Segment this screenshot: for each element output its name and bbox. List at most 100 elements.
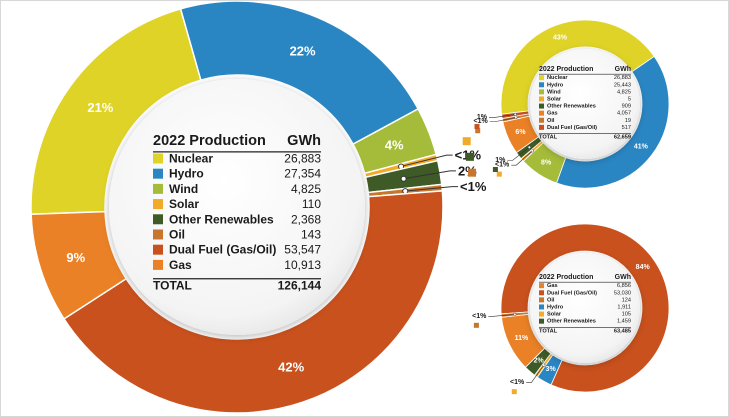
slice-label-dual_fuel: 1% xyxy=(477,114,488,121)
legend-value-gas: 10,913 xyxy=(284,258,321,272)
legend-label-oil: Oil xyxy=(169,227,185,241)
slice-marker-oil xyxy=(468,168,477,177)
legend-total-value: 63,485 xyxy=(614,328,631,334)
legend-value-header: GWh xyxy=(615,66,631,73)
legend-value-dual_fuel: 517 xyxy=(622,125,631,131)
legend-label-other_renewables: Other Renewables xyxy=(547,319,596,325)
slice-dual_fuel xyxy=(62,190,444,414)
leader-line-oil xyxy=(489,117,516,123)
legend-swatch-solar xyxy=(539,311,544,317)
legend-value-header: GWh xyxy=(287,133,321,149)
center-disc xyxy=(530,253,640,363)
slice-dual_fuel xyxy=(500,223,670,393)
leader-dot-other_renewables xyxy=(527,145,531,149)
legend-swatch-oil xyxy=(539,117,544,123)
slice-label-nuclear: 21% xyxy=(87,100,113,115)
leader-line-dual_fuel xyxy=(489,114,516,118)
legend-swatch-gas xyxy=(539,283,544,289)
leader-line-solar xyxy=(526,365,545,383)
legend-total-label: TOTAL xyxy=(539,328,558,334)
slice-label-nuclear: 43% xyxy=(553,35,568,42)
legend-label-nuclear: Nuclear xyxy=(169,151,213,165)
legend-value-solar: 5 xyxy=(628,96,631,102)
legend-label-other_renewables: Other Renewables xyxy=(547,104,596,110)
slice-hydro xyxy=(179,1,420,146)
legend-value-gas: 6,856 xyxy=(617,283,631,289)
slice-marker-solar xyxy=(496,171,502,177)
donut-chart-1: 21%22%4%<1%2%<1%42%9%2022 ProductionGWhN… xyxy=(30,1,487,414)
legend-value-solar: 110 xyxy=(302,197,321,211)
legend-title: 2022 Production xyxy=(539,274,593,281)
slice-label-other_renewables: 2% xyxy=(534,358,545,365)
legend-swatch-dual_fuel xyxy=(539,290,544,296)
legend-label-hydro: Hydro xyxy=(547,304,564,310)
leader-dot-oil xyxy=(513,312,517,316)
legend-total-value: 126,144 xyxy=(278,278,322,292)
legend-swatch-solar xyxy=(153,199,163,210)
legend-value-oil: 124 xyxy=(622,297,631,303)
legend-value-hydro: 25,443 xyxy=(614,82,631,88)
donut-chart-2: 43%41%8%<1%1%6%<1%1%2022 Production GWhNu… xyxy=(474,19,670,189)
legend-value-oil: 143 xyxy=(301,227,321,241)
legend-label-solar: Solar xyxy=(547,312,562,318)
slice-marker-oil xyxy=(473,322,479,328)
legend-label-solar: Solar xyxy=(169,197,199,211)
slice-label-oil: <1% xyxy=(474,118,489,125)
legend-label-gas: Gas xyxy=(547,283,558,289)
legend-value-other_renewables: 1,459 xyxy=(617,319,631,325)
legend-label-gas: Gas xyxy=(169,258,192,272)
legend-label-hydro: Hydro xyxy=(547,82,564,88)
legend-swatch-gas xyxy=(539,110,544,116)
legend-swatch-gas xyxy=(153,259,163,270)
legend-total-label: TOTAL xyxy=(539,134,558,140)
slice-label-gas: 6% xyxy=(515,129,526,136)
legend-value-nuclear: 26,883 xyxy=(614,75,631,81)
legend-swatch-other_renewables xyxy=(539,318,544,324)
legend-value-wind: 4,825 xyxy=(617,89,631,95)
slice-label-gas: 9% xyxy=(66,250,85,265)
slice-label-solar: <1% xyxy=(495,162,510,169)
legend-swatch-hydro xyxy=(539,82,544,88)
legend-value-gas: 4,057 xyxy=(617,111,631,117)
slice-nuclear xyxy=(500,19,655,115)
legend-value-oil: 19 xyxy=(625,118,631,124)
slice-label-solar: <1% xyxy=(510,379,525,386)
slice-label-hydro: 3% xyxy=(546,366,557,373)
leader-line-oil xyxy=(488,314,515,317)
leader-dot-other_renewables xyxy=(400,175,407,182)
legend-label-hydro: Hydro xyxy=(169,167,204,181)
leader-line-other_renewables xyxy=(403,170,456,180)
slice-label-dual_fuel: 84% xyxy=(636,264,651,271)
legend-label-dual_fuel: Dual Fuel (Gas/Oil) xyxy=(547,290,597,296)
legend-total-value: 62,659 xyxy=(614,134,631,140)
legend-value-dual_fuel: 53,030 xyxy=(614,290,631,296)
legend-value-header: GWh xyxy=(615,274,631,281)
legend-value-wind: 4,825 xyxy=(291,182,321,196)
legend-swatch-solar xyxy=(539,96,544,102)
legend-value-other_renewables: 2,368 xyxy=(291,212,321,226)
center-disc xyxy=(530,49,640,159)
slice-label-oil: <1% xyxy=(472,313,487,320)
leader-line-solar xyxy=(400,154,453,167)
slice-label-wind: 4% xyxy=(385,137,404,152)
legend-title: 2022 Production xyxy=(153,133,266,149)
leader-dot-dual_fuel xyxy=(513,112,517,116)
legend-swatch-wind xyxy=(539,89,544,95)
legend-swatch-other_renewables xyxy=(539,103,544,109)
slice-marker-other_renewables xyxy=(465,152,474,161)
legend-swatch-wind xyxy=(153,183,163,194)
legend-value-nuclear: 26,883 xyxy=(284,151,321,165)
leader-line-oil xyxy=(405,186,459,192)
leader-line-solar xyxy=(511,150,533,166)
legend-label-dual_fuel: Dual Fuel (Gas/Oil) xyxy=(169,243,276,257)
legend-swatch-dual_fuel xyxy=(153,244,163,255)
slice-marker-dual_fuel xyxy=(474,124,480,130)
legend-swatch-other_renewables xyxy=(153,214,163,225)
slice-label-other_renewables: 1% xyxy=(495,157,506,164)
legend-value-solar: 105 xyxy=(622,312,631,318)
legend-swatch-oil xyxy=(153,229,163,240)
legend-label-dual_fuel: Dual Fuel (Gas/Oil) xyxy=(547,125,597,131)
donut-chart-3: 84% 3% <1% 2% 11% <1% 2022 Production GWh Gas 6,8… xyxy=(472,223,670,395)
legend-label-nuclear: Nuclear xyxy=(547,75,568,81)
